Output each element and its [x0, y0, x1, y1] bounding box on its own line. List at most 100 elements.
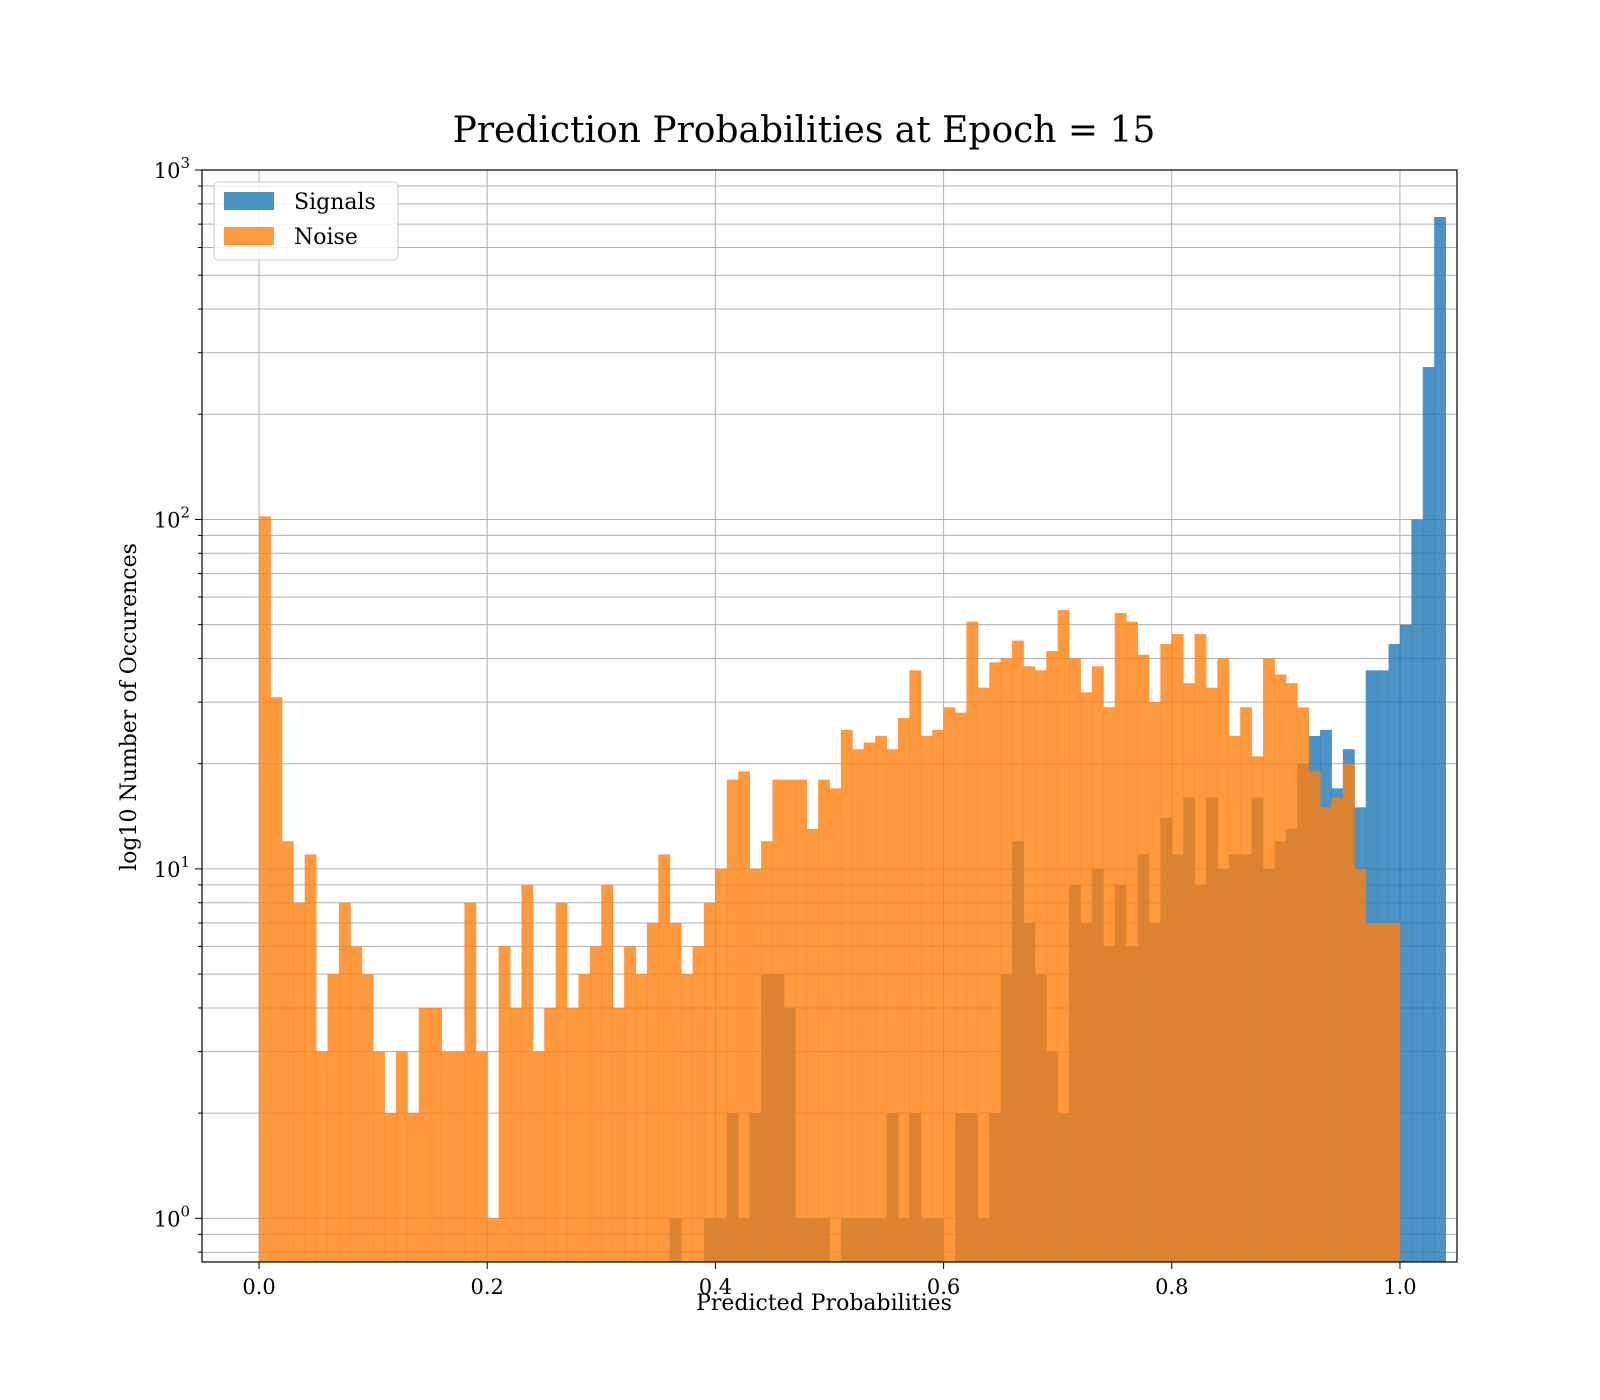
noise-bar [1342, 763, 1355, 1262]
noise-bar [863, 742, 876, 1262]
x-tick-label: 0.8 [1155, 1275, 1188, 1299]
noise-bar [453, 1051, 465, 1262]
x-axis-ticks: 0.0 0.2 0.4 0.6 0.8 1.0 [242, 1262, 1417, 1299]
x-tick-label: 0.2 [471, 1275, 504, 1299]
noise-bar [293, 902, 306, 1262]
noise-bar [1000, 658, 1013, 1262]
noise-bar [1148, 702, 1161, 1262]
noise-bar [1194, 634, 1207, 1262]
noise-bar [384, 1113, 397, 1262]
grid [202, 170, 1457, 1262]
noise-bar [1091, 666, 1104, 1262]
noise-bar [1034, 670, 1047, 1262]
noise-bar [966, 621, 979, 1262]
noise-bar [1331, 797, 1344, 1262]
noise-bar [783, 779, 796, 1262]
noise-bar [1103, 707, 1116, 1262]
y-tick-label: 103 [154, 154, 190, 183]
signals-bar [1422, 367, 1435, 1262]
noise-bar [726, 779, 739, 1262]
noise-bar [1228, 736, 1241, 1262]
noise-bar [658, 854, 671, 1262]
noise-bar [578, 974, 591, 1262]
x-axis-title: Predicted Probabilities [696, 1291, 952, 1316]
noise-bar [1057, 610, 1070, 1262]
noise-bar [989, 662, 1002, 1262]
y-axis-title: log10 Number of Occurences [117, 543, 142, 871]
noise-bar [498, 946, 511, 1262]
noise-bar [829, 788, 842, 1262]
noise-bar [601, 884, 614, 1262]
noise-bar [806, 829, 819, 1262]
noise-bar [1388, 923, 1401, 1262]
noise-bar [977, 687, 990, 1262]
noise-bar [1069, 658, 1081, 1262]
signals-bar [1434, 216, 1446, 1262]
noise-bar [441, 1051, 454, 1262]
noise-bar [544, 1007, 557, 1262]
noise-bar [738, 771, 751, 1262]
noise-bar [943, 707, 956, 1262]
noise-bar [681, 974, 693, 1262]
noise-bar [1377, 923, 1389, 1262]
noise-bar [818, 779, 830, 1262]
noise-bar [852, 749, 865, 1262]
noise-bar [1183, 683, 1195, 1262]
noise-bar [259, 516, 271, 1262]
noise-bar [1320, 807, 1332, 1262]
noise-bar [589, 946, 602, 1262]
noise-bar [510, 1007, 522, 1262]
legend-label-signals: Signals [294, 190, 376, 215]
noise-bar [304, 854, 317, 1262]
noise-bar [932, 729, 944, 1262]
noise-bar [395, 1051, 408, 1262]
noise-bar [1114, 612, 1127, 1262]
noise-bar [1274, 674, 1287, 1262]
noise-bar [464, 902, 477, 1262]
legend: Signals Noise [213, 181, 399, 261]
noise-bar [1263, 658, 1275, 1262]
noise-bar [270, 697, 283, 1262]
noise-bar [555, 902, 568, 1262]
noise-bar [955, 712, 967, 1262]
noise-bar [281, 841, 294, 1262]
noise-bar [840, 729, 853, 1262]
plot-frame [201, 169, 1458, 1263]
y-tick-label: 100 [154, 1202, 190, 1231]
noise-bar [1012, 640, 1024, 1262]
noise-bar [692, 946, 705, 1262]
noise-bar [1206, 687, 1218, 1262]
y-tick-label: 102 [154, 503, 190, 532]
noise-bar [407, 1113, 420, 1262]
chart-title: Prediction Probabilities at Epoch = 15 [453, 110, 1156, 151]
noise-bar [795, 779, 808, 1262]
noise-bar [1240, 707, 1253, 1262]
x-tick-label: 0.0 [242, 1275, 275, 1299]
noise-bar [338, 902, 351, 1262]
noise-bar [1137, 654, 1150, 1262]
noise-bar [1365, 923, 1378, 1262]
noise-bar [475, 1051, 488, 1262]
noise-bar [761, 841, 773, 1262]
noise-bars [259, 516, 1401, 1262]
noise-bar [909, 670, 922, 1262]
x-tick-label: 0.6 [927, 1275, 960, 1299]
noise-bar [1217, 658, 1230, 1262]
noise-bar [1046, 651, 1059, 1262]
noise-bar [749, 868, 762, 1262]
noise-bar [624, 946, 636, 1262]
y-axis-ticks: 100 101 102 103 [154, 154, 202, 1253]
legend-swatch-signals [224, 192, 274, 210]
noise-bar [1308, 771, 1321, 1262]
noise-bar [897, 718, 910, 1262]
noise-bar [1251, 756, 1264, 1262]
noise-bar [1023, 666, 1036, 1262]
noise-bar [1080, 692, 1093, 1262]
noise-bar [418, 1007, 431, 1262]
noise-bar [521, 884, 534, 1262]
noise-bar [669, 923, 682, 1262]
noise-bar [1160, 644, 1173, 1262]
noise-bar [1126, 621, 1138, 1262]
signals-bar [1411, 519, 1424, 1262]
